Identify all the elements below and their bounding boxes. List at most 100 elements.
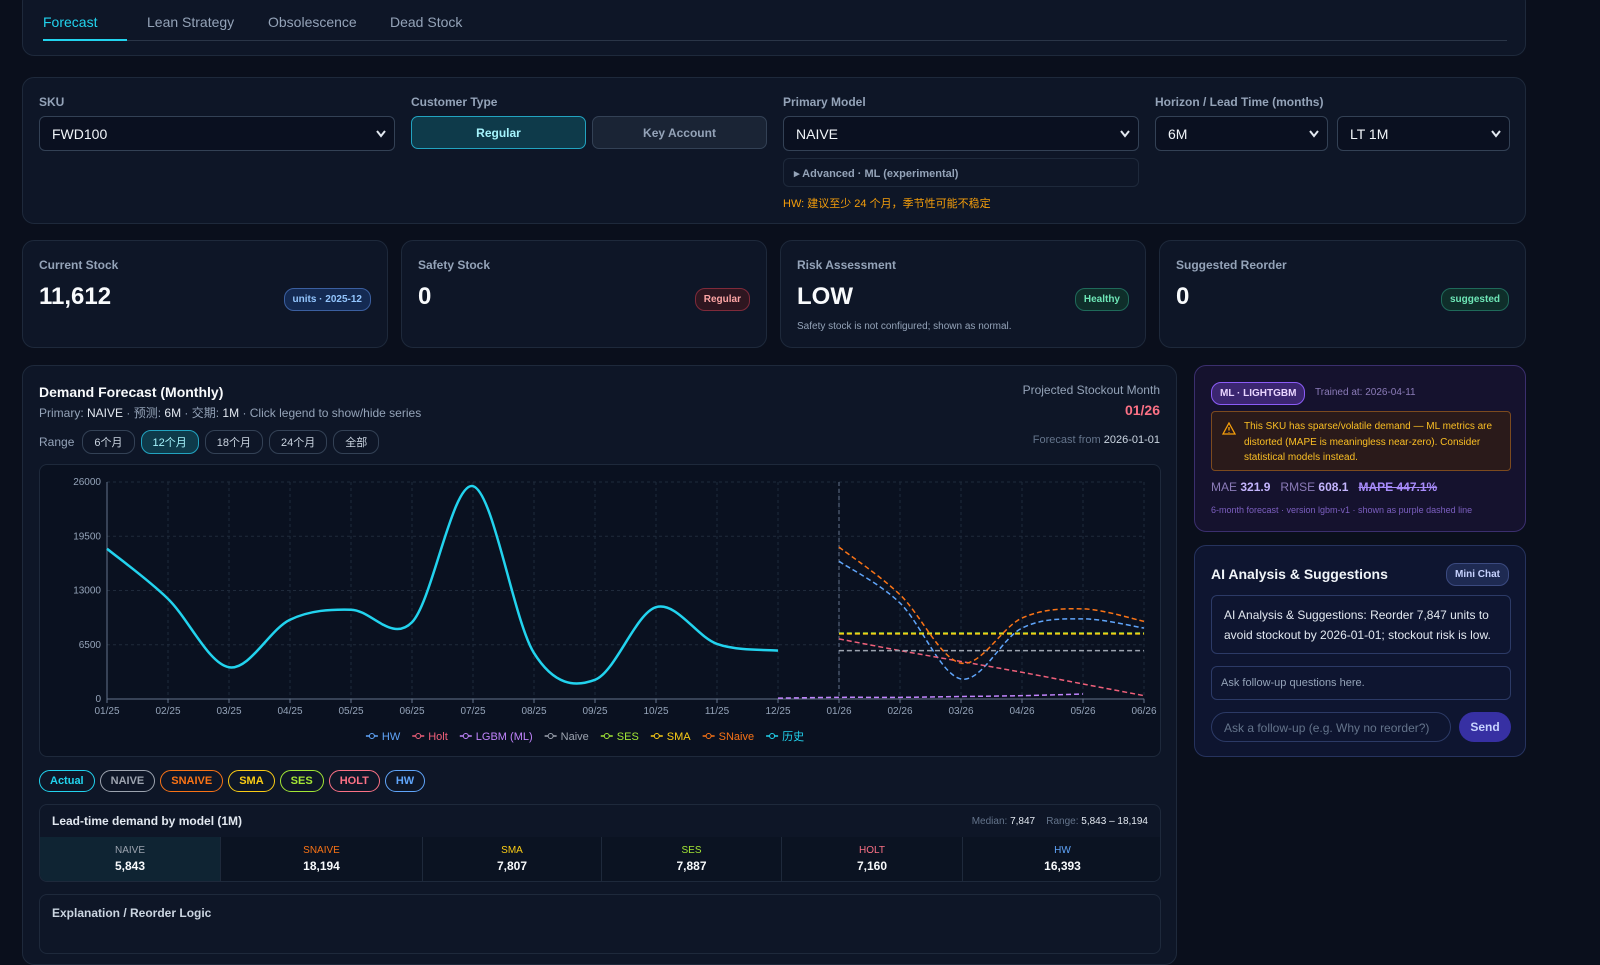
series-chip[interactable]: Actual xyxy=(39,770,95,792)
subtitle-part: Primary: xyxy=(39,406,84,420)
median-value: 7,847 xyxy=(1010,816,1036,827)
page: Forecast Lean Strategy Obsolescence Dead St… xyxy=(22,0,1526,965)
legend-item[interactable]: SNaive xyxy=(702,731,754,743)
y-tick-label: 13000 xyxy=(73,586,101,597)
card-value: LOW xyxy=(797,283,853,310)
card-value: 0 xyxy=(1176,283,1190,310)
range-button[interactable]: 6个月 xyxy=(82,430,135,454)
chat-input[interactable]: Ask a follow-up (e.g. Why no reorder?) xyxy=(1211,712,1451,742)
tab[interactable]: Obsolescence xyxy=(268,14,357,30)
ml-badge: ML · LIGHTGBM xyxy=(1211,382,1306,405)
range-button[interactable]: 12个月 xyxy=(140,430,199,454)
forecast-from-value: 2026-01-01 xyxy=(1103,434,1160,446)
range-row: Range 6个月 12个月 18个月 24个月 全部 xyxy=(39,430,385,454)
explanation-title: Explanation / Reorder Logic xyxy=(52,906,212,920)
series-chip[interactable]: HW xyxy=(384,770,426,792)
ai-badge[interactable]: Mini Chat xyxy=(1446,563,1509,586)
subtitle-part: · Click legend to show/hide series xyxy=(242,406,422,420)
model-name: SNAIVE xyxy=(303,845,340,856)
chart: 0 6500 13000 19500 26000 01/25 02/25 03/25 04/25… xyxy=(73,477,1157,743)
model-select[interactable]: NAIVE xyxy=(783,116,1139,151)
customer-key-account[interactable]: Key Account xyxy=(592,116,767,149)
horizon-select[interactable]: 6M xyxy=(1155,116,1328,151)
card-label: Suggested Reorder xyxy=(1176,258,1287,272)
customer-label: Customer Type xyxy=(411,95,498,109)
tab[interactable]: Forecast xyxy=(43,14,98,30)
series-chip[interactable]: SNAIVE xyxy=(160,770,224,792)
legend-item[interactable]: 历史 xyxy=(766,730,804,743)
ml-panel: ML · LIGHTGBM Trained at: 2026-04-11 Thi… xyxy=(1194,365,1526,532)
model-value: 5,843 xyxy=(114,859,146,873)
advanced-label: Advanced · ML (experimental) xyxy=(802,168,959,180)
ml-warning: This SKU has sparse/volatile demand — ML… xyxy=(1244,421,1493,463)
range-button[interactable]: 全部 xyxy=(333,430,380,454)
warning-icon xyxy=(1222,422,1236,435)
range-button[interactable]: 18个月 xyxy=(204,430,263,454)
x-tick-label: 07/25 xyxy=(460,706,485,717)
x-tick-label: 06/26 xyxy=(1131,706,1156,717)
lead-time-box: Lead-time demand by model (1M) Median: 7… xyxy=(39,804,1161,882)
model-value: 7,887 xyxy=(676,859,707,873)
x-tick-label: 10/25 xyxy=(643,706,668,717)
sku-value: FWD100 xyxy=(52,126,108,142)
legend-item[interactable]: Naive xyxy=(544,731,589,743)
card-label: Risk Assessment xyxy=(797,258,896,272)
mae-label: MAE xyxy=(1211,480,1238,494)
sku-label: SKU xyxy=(39,95,65,109)
card-label: Safety Stock xyxy=(418,258,491,272)
series-chip[interactable]: SMA xyxy=(228,770,275,792)
model-cell: SNAIVE 18,194 xyxy=(220,837,422,881)
legend-dot xyxy=(415,733,422,739)
x-tick-label: 01/25 xyxy=(94,706,119,717)
ai-message: AI Analysis & Suggestions: Reorder 7,847… xyxy=(1211,595,1511,654)
series-chip[interactable]: NAIVE xyxy=(99,770,156,792)
stat-card: Suggested Reorder 0 suggested xyxy=(1159,240,1526,348)
tab-rule xyxy=(43,40,1507,41)
subtitle-value: 1M xyxy=(222,406,240,420)
followups: Ask follow-up questions here. xyxy=(1211,666,1511,700)
forecast-panel: Demand Forecast (Monthly) Primary: NAIVE… xyxy=(22,365,1177,965)
subtitle-part: · 交期: xyxy=(184,406,220,420)
forecast-title: Demand Forecast (Monthly) xyxy=(39,384,224,400)
model-cell: SMA 7,807 xyxy=(422,837,601,881)
forecast-subtitle: Primary: NAIVE · 预测: 6M · 交期: 1M · Click… xyxy=(39,404,421,421)
advanced-toggle[interactable]: ▸ Advanced · ML (experimental) xyxy=(783,158,1139,187)
legend-label: HW xyxy=(382,731,401,743)
horizon-label: Horizon / Lead Time (months) xyxy=(1155,95,1324,109)
legend-item[interactable]: SES xyxy=(600,731,639,743)
legend-item[interactable]: SMA xyxy=(650,731,692,743)
x-tick-label: 08/25 xyxy=(521,706,546,717)
series-chip[interactable]: HOLT xyxy=(328,770,380,792)
legend-item[interactable]: LGBM (ML) xyxy=(459,731,533,743)
legend-dot xyxy=(462,733,469,739)
range-button[interactable]: 24个月 xyxy=(269,430,328,454)
sku-select[interactable]: FWD100 xyxy=(39,116,395,151)
model-cell: SES 7,887 xyxy=(601,837,781,881)
tab[interactable]: Dead Stock xyxy=(390,14,463,30)
card-badge: Regular xyxy=(694,288,750,311)
send-button[interactable]: Send xyxy=(1459,712,1511,742)
series-chip[interactable]: SES xyxy=(279,770,324,792)
x-tick-label: 04/25 xyxy=(277,706,302,717)
card-value: 0 xyxy=(418,283,432,310)
card-badge: Healthy xyxy=(1074,288,1129,311)
chips: Actual NAIVE SNAIVE SMA SES HOLT HW xyxy=(39,770,430,792)
model-value: 7,160 xyxy=(856,859,888,873)
lead-time-select[interactable]: LT 1M xyxy=(1337,116,1510,151)
model-name: HOLT xyxy=(859,845,885,856)
tab[interactable]: Lean Strategy xyxy=(147,14,235,30)
model-name: HW xyxy=(1054,845,1071,856)
rmse-label: RMSE xyxy=(1280,480,1316,494)
lead-time-title: Lead-time demand by model (1M) xyxy=(52,814,243,828)
x-tick-label: 11/25 xyxy=(705,706,730,717)
x-tick-label: 05/26 xyxy=(1070,706,1095,717)
customer-regular[interactable]: Regular xyxy=(411,116,586,149)
x-tick-label: 06/25 xyxy=(399,706,424,717)
x-tick-label: 01/26 xyxy=(826,706,851,717)
y-tick-label: 6500 xyxy=(79,640,102,651)
legend-item[interactable]: Holt xyxy=(412,731,448,743)
legend-item[interactable]: HW xyxy=(365,731,401,743)
model-value: 7,807 xyxy=(496,859,528,873)
model-name: SES xyxy=(681,845,702,856)
x-tick-label: 09/25 xyxy=(582,706,607,717)
